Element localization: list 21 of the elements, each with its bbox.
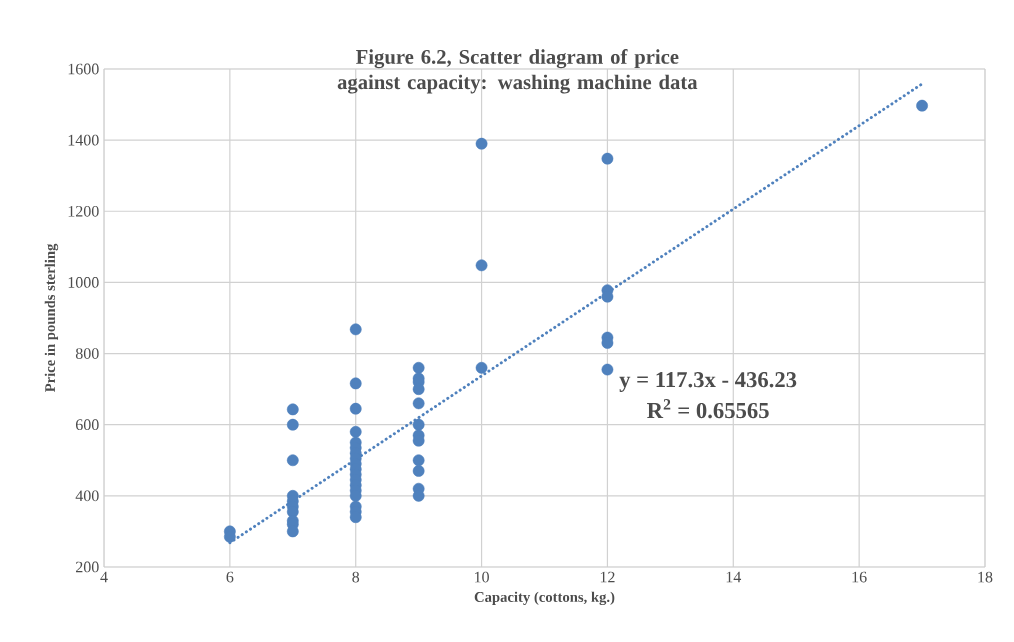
annotation: R$^{2}$ = 0.65565 [647, 399, 769, 419]
x-axis-title: Capacity (cottons, kg.) [474, 591, 615, 606]
y-tick-label: 600 [75, 419, 99, 431]
x-tick-label: 12 [600, 571, 615, 583]
y-axis-title: Price in pounds sterling [44, 243, 59, 393]
x-tick-label: 8 [352, 571, 360, 583]
chart-title: Figure 6.2, Scatter diagram of price against capacity: washing machine data [337, 49, 698, 94]
x-tick-label: 14 [726, 571, 742, 583]
x-tick-label: 6 [226, 571, 234, 583]
y-tick-label: 1600 [68, 63, 99, 75]
y-tick-label: 800 [75, 348, 99, 359]
y-tick-label: 1000 [68, 277, 99, 288]
y-tick-label: 400 [75, 490, 99, 502]
x-tick-label: 4 [100, 571, 108, 583]
y-tick-label: 1200 [68, 205, 99, 217]
y-tick-label: 1400 [68, 134, 99, 146]
y-tick-label: 200 [76, 561, 99, 573]
annotation: y = 117.3x - 436.23 [619, 372, 797, 392]
x-tick-label: 16 [852, 571, 867, 583]
x-tick-label: 18 [978, 571, 993, 583]
x-tick-label: 10 [474, 571, 489, 583]
